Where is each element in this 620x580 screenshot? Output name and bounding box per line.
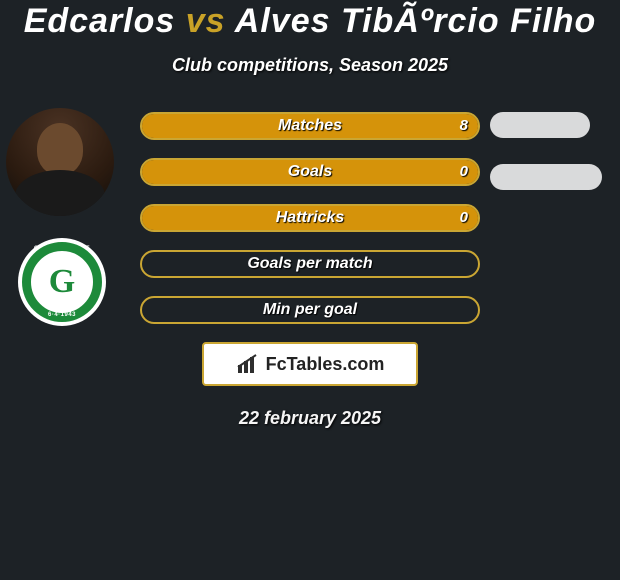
bar-label: Min per goal [142,298,478,322]
comparison-panel: GOIÁS ESPORTE G 6·4·1943 Matches 8 Goals… [0,112,620,429]
club-badge-bottom-text: 6·4·1943 [18,312,106,318]
stat-bars: Matches 8 Goals 0 Hattricks 0 Goals per … [140,112,480,324]
club-badge: GOIÁS ESPORTE G 6·4·1943 [18,238,106,326]
bar-matches: Matches 8 [140,112,480,140]
bar-goals: Goals 0 [140,158,480,186]
opponent-placeholder [490,112,590,138]
subtitle: Club competitions, Season 2025 [0,55,620,76]
bar-label: Goals per match [142,252,478,276]
player-left-column: GOIÁS ESPORTE G 6·4·1943 [0,108,130,326]
root: Edcarlos vs Alves TibÃºrcio Filho Club c… [0,0,620,580]
title-player-left: Edcarlos [24,2,176,40]
player-photo [6,108,114,216]
source-logo-text: FcTables.com [266,354,385,375]
bar-min-per-goal: Min per goal [140,296,480,324]
opponent-placeholder [490,164,602,190]
bar-value: 0 [460,160,468,184]
bar-value: 8 [460,114,468,138]
bar-chart-icon [236,353,262,375]
club-badge-letter: G [49,265,75,299]
bar-label: Goals [142,160,478,184]
source-logo-box: FcTables.com [202,342,418,386]
date: 22 february 2025 [0,408,620,429]
bar-goals-per-match: Goals per match [140,250,480,278]
title-player-right: Alves TibÃºrcio Filho [235,2,597,40]
title-vs: vs [186,2,226,40]
club-badge-ring: G [22,242,102,322]
page-title: Edcarlos vs Alves TibÃºrcio Filho [0,0,620,41]
player-right-column [490,112,610,216]
bar-hattricks: Hattricks 0 [140,204,480,232]
bar-value: 0 [460,206,468,230]
bar-label: Matches [142,114,478,138]
bar-label: Hattricks [142,206,478,230]
